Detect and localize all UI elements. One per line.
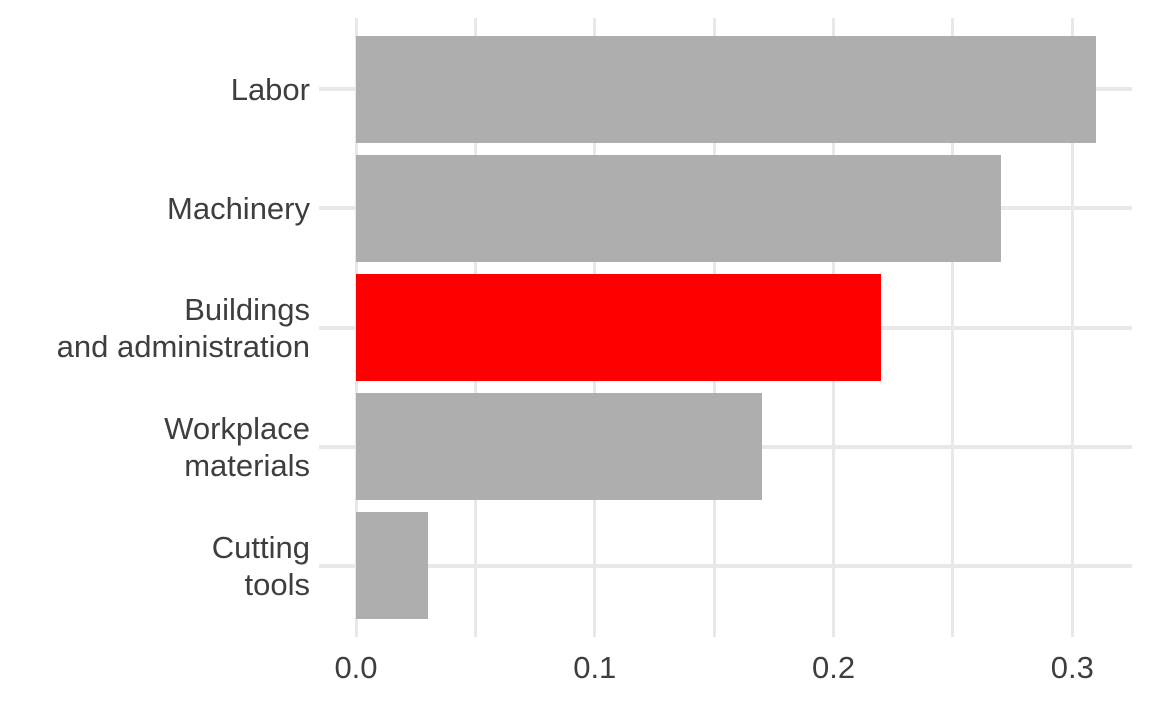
category-gridline-cutting-tools	[319, 563, 1132, 568]
category-label-line: tools	[244, 566, 310, 602]
category-label-line: materials	[184, 447, 310, 483]
bar-labor	[356, 35, 1097, 143]
category-label-line: Cutting	[211, 529, 310, 565]
category-label-line: Labor	[230, 71, 310, 107]
category-label-workplace-materials: Workplace materials	[0, 410, 310, 484]
category-label-line: and administration	[56, 328, 310, 364]
category-label-line: Workplace	[164, 410, 310, 446]
plot-panel	[319, 18, 1132, 637]
x-tick-label-0.0: 0.0	[334, 650, 378, 685]
category-label-line: Machinery	[167, 190, 310, 226]
category-label-cutting-tools: Cutting tools	[0, 529, 310, 603]
x-tick-label-0.2: 0.2	[811, 650, 856, 685]
x-tick-label-0.1: 0.1	[573, 650, 617, 685]
category-label-line: Buildings	[184, 291, 310, 327]
bar-machinery	[356, 154, 1001, 262]
x-tick-label-0.3: 0.3	[1050, 650, 1094, 685]
bar-buildings-and-administration	[356, 274, 882, 381]
bar-workplace-materials	[356, 393, 762, 501]
category-label-labor: Labor	[0, 71, 310, 108]
bar-cutting-tools	[356, 512, 428, 620]
category-label-buildings-and-administration: Buildings and administration	[0, 291, 310, 365]
category-label-machinery: Machinery	[0, 190, 310, 227]
